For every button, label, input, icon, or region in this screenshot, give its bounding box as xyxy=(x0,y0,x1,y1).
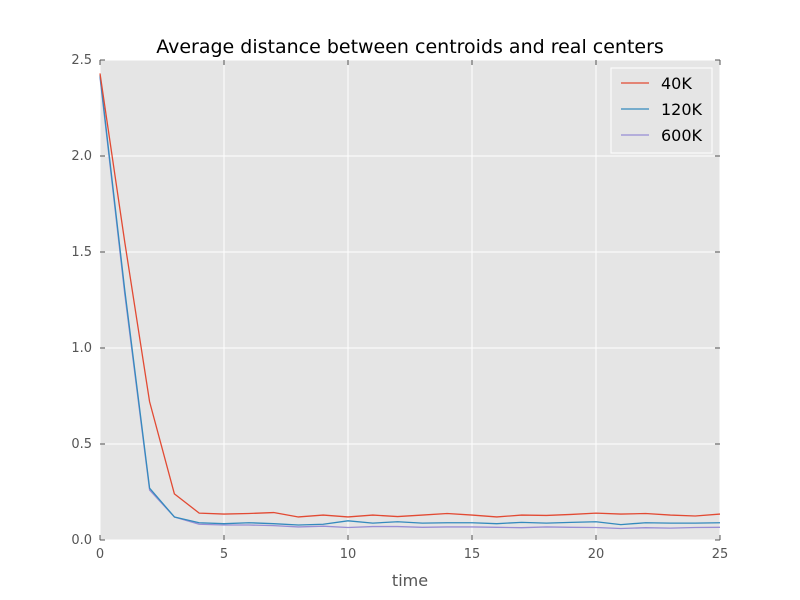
legend-label-120k: 120K xyxy=(661,100,703,119)
x-tick-label: 20 xyxy=(588,547,605,562)
y-tick-label: 2.0 xyxy=(71,149,92,164)
y-tick-label: 0.0 xyxy=(71,533,92,548)
x-axis-label: time xyxy=(392,571,428,590)
series-line-600k xyxy=(99,77,721,530)
x-tick-label: 25 xyxy=(712,547,729,562)
y-tick-label: 0.5 xyxy=(71,437,92,452)
x-tick-label: 10 xyxy=(340,547,357,562)
x-tick-label: 0 xyxy=(96,547,104,562)
y-tick-label: 1.5 xyxy=(71,245,92,260)
x-tick-label: 15 xyxy=(464,547,481,562)
y-tick-label: 1.0 xyxy=(71,341,92,356)
x-tick-label: 5 xyxy=(220,547,228,562)
series-line-40k xyxy=(99,73,721,518)
legend-label-600k: 600K xyxy=(661,126,703,145)
legend xyxy=(610,67,713,154)
chart-title: Average distance between centroids and r… xyxy=(156,36,664,58)
y-tick-label: 2.5 xyxy=(71,53,92,68)
legend-label-40k: 40K xyxy=(661,74,692,93)
series-line-120k xyxy=(99,75,721,526)
